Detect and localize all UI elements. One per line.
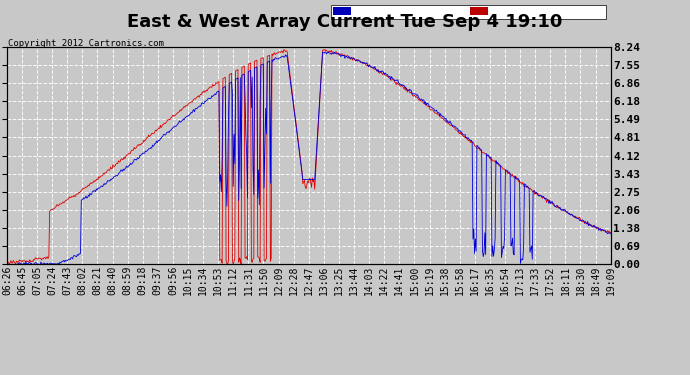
Legend: East Array  (DC Amps), West Array  (DC Amps): East Array (DC Amps), West Array (DC Amp… [331,4,606,19]
Text: Copyright 2012 Cartronics.com: Copyright 2012 Cartronics.com [8,39,164,48]
Text: East & West Array Current Tue Sep 4 19:10: East & West Array Current Tue Sep 4 19:1… [128,13,562,31]
